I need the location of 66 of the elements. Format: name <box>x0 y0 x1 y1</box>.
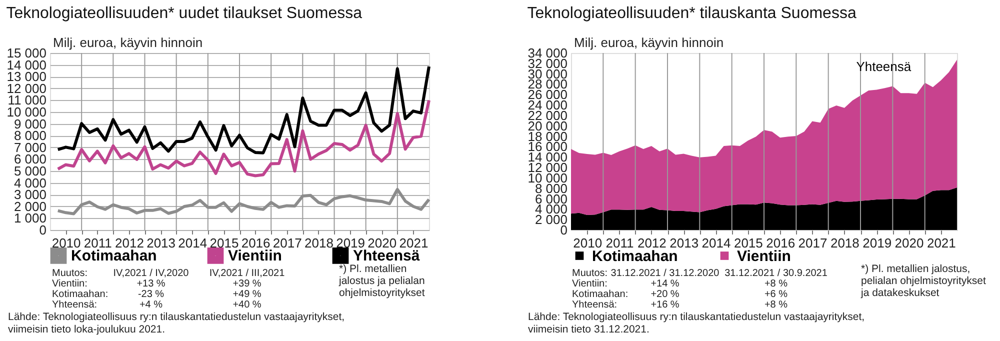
text: Muutos: <box>572 268 608 279</box>
text: Kotimaahan: <box>52 289 108 300</box>
x-tick-label: 2011 <box>606 236 634 250</box>
x-tick-label: 2013 <box>146 236 176 250</box>
x-tick-label: 2016 <box>241 236 270 250</box>
text: IV,2021 / III,2021 <box>209 268 286 279</box>
text: +8 % <box>764 300 788 310</box>
text: Vientiin: <box>572 278 608 290</box>
line-series <box>56 98 430 178</box>
x-tick-label: 2014 <box>178 236 208 250</box>
legend-label: Vientiin <box>737 248 791 265</box>
text: IV,2021 / IV,2020 <box>113 268 190 279</box>
x-tick-label: 2021 <box>926 236 956 250</box>
x-tick-label: 2010 <box>573 236 602 250</box>
x-tick-label: 2020 <box>368 236 397 250</box>
text: +39 % <box>232 278 262 290</box>
x-tick-label: 2012 <box>114 236 144 250</box>
text: Muutos: <box>52 268 88 279</box>
x-tick-label: 2019 <box>862 236 892 250</box>
text: +49 % <box>232 289 262 300</box>
chart-title: Teknologiateollisuuden* tilauskanta Suomessa <box>527 5 856 22</box>
x-tick-label: 2010 <box>52 236 81 250</box>
x-tick-label: 2017 <box>272 236 302 250</box>
x-tick-label: 2019 <box>336 236 366 250</box>
x-tick-label: 2016 <box>766 236 796 250</box>
line-series <box>56 188 430 216</box>
x-tick-label: 2015 <box>734 236 763 250</box>
text: Lähde: Teknologiateollisuus ry:n tilauskantatiedustelun vastaajayritykset, viimeisin tieto 31.12.2021. <box>528 311 865 336</box>
x-tick-label: 2018 <box>830 236 860 250</box>
text: +6 % <box>764 289 788 300</box>
legend-label: Vientiin <box>228 248 282 265</box>
text: +14 % <box>650 278 680 290</box>
text: Yhteensä: <box>572 300 618 310</box>
text: Vientiin: <box>52 278 88 290</box>
text: +16 % <box>650 300 680 310</box>
x-tick-label: 2020 <box>894 236 924 250</box>
text: +4 % <box>139 300 163 310</box>
x-tick-label: 2017 <box>798 236 828 250</box>
chart-title: Teknologiateollisuuden* uudet tilaukset Suomessa <box>6 5 362 22</box>
text: +13 % <box>136 278 166 290</box>
text: *) Pl. metallien jalostus ja pelialan ohjelmistoyritykset <box>338 263 425 299</box>
text: *) Pl. metallien jalostus, pelialan ohjelmistoyritykset ja datakeskukset <box>860 263 986 299</box>
legend-label: Kotimaahan <box>71 248 157 265</box>
text: Yhteensä: <box>52 300 98 310</box>
y-tick-label: 0 <box>560 222 568 238</box>
annotation: Yhteensä <box>856 59 912 74</box>
x-tick-label: 2013 <box>670 236 699 250</box>
y-axis-title: Milj. euroa, käyvin hinnoin <box>53 35 203 50</box>
text: +40 % <box>232 300 262 310</box>
text: Lähde: Teknologiateollisuus ry:n tilauskantatiedustelun vastaajayritykset, viimeisin tieto loka-joulukuu 2021. <box>8 311 345 336</box>
text: Kotimaahan: <box>572 289 628 300</box>
x-tick-label: 2021 <box>399 236 428 250</box>
x-tick-label: 2012 <box>637 236 666 250</box>
y-axis-title: Milj. euroa, käyvin hinnoin <box>574 35 724 50</box>
legend-label: Kotimaahan <box>592 248 678 265</box>
text: -23 % <box>138 289 164 300</box>
x-tick-label: 2015 <box>210 236 239 250</box>
text: +20 % <box>650 289 680 300</box>
line-series <box>56 64 430 154</box>
text: 31.12.2021 / 31.12.2020 <box>610 268 720 279</box>
text: +8 % <box>764 278 788 290</box>
legend-label: Yhteensä <box>353 248 420 265</box>
x-tick-label: 2018 <box>304 236 334 250</box>
text: 31.12.2021 / 30.9.2021 <box>724 268 828 279</box>
x-tick-label: 2014 <box>702 236 731 250</box>
x-tick-label: 2011 <box>84 236 112 250</box>
